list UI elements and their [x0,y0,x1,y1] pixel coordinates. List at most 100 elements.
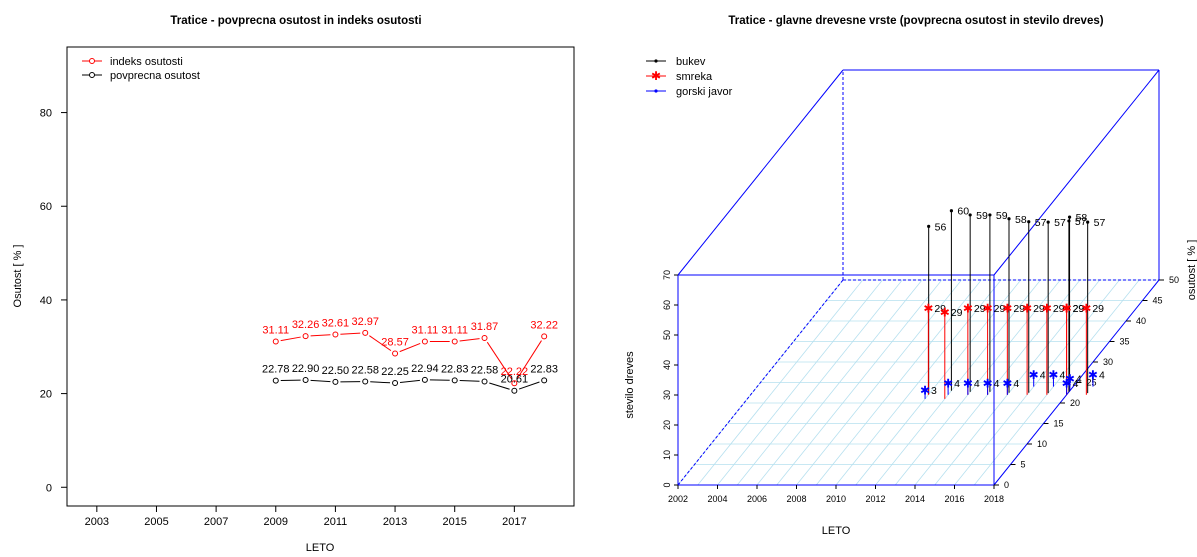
data-point [421,338,428,345]
y-axis: 0 20 40 60 80 [40,108,67,494]
legend: indeks osutosti povprecna osutost [82,56,200,82]
x-tick-label: 2017 [502,516,526,528]
y-tick-label: 20 [1070,398,1080,408]
x-tick-label: 2018 [984,494,1004,504]
plot-area [66,46,575,507]
data-point: ✱ [1081,301,1091,315]
data-point: ✱ [1088,368,1098,382]
data-label: 29 [1073,303,1085,315]
x-tick-label: 2007 [204,516,228,528]
data-label: 31.11 [262,325,289,337]
data-label: 29 [974,303,986,315]
data-point: ✱ [1065,372,1075,386]
data-point: ✱ [983,301,993,315]
box-edge [993,69,1160,276]
data-label: 32.61 [322,318,350,330]
data-label: 22.25 [381,366,409,378]
y-tick-label: 35 [1120,337,1130,347]
series-gorski-javor: ✱ 3✱ 4 ✱ 4 ✱ 4 ✱ 4✱ 4 ✱ 4✱ 4✱ 4 ✱ 4 [920,368,1105,399]
data-point [451,377,458,384]
data-label: 32.97 [351,316,379,328]
data-point [1067,215,1072,219]
data-point: ✱ [940,305,950,319]
data-label: 4 [1040,370,1046,382]
data-label: 22.90 [292,363,320,375]
data-label: 29 [934,303,946,315]
data-label: 22.94 [411,363,439,375]
data-point [949,209,953,213]
data-point [968,213,972,217]
data-label: 29 [951,307,963,319]
data-label: 31.87 [471,321,499,333]
data-point [362,378,369,385]
data-point [481,334,488,341]
data-point: ✱ [963,376,973,390]
data-label: 22.22 [501,366,529,378]
x-axis-label: LETO [306,542,335,554]
y-tick-label: 45 [1153,296,1163,306]
chart-left: Tratice - povprecna osutost in indeks os… [12,15,575,554]
x-tick-label: 2006 [747,494,767,504]
series-segment [459,338,480,342]
data-label: 4 [954,378,960,390]
data-label: 28.57 [381,336,409,348]
y-tick-label: 25 [1087,378,1097,388]
data-label: 59 [996,210,1008,222]
chart-title: Tratice - povprecna osutost in indeks os… [170,15,421,27]
x-tick-label: 2012 [865,494,885,504]
data-point: ✱ [1002,376,1012,390]
data-point [1086,220,1090,224]
z-tick-label: 70 [662,270,672,280]
data-point [541,377,548,384]
data-label: 20.61 [501,374,529,386]
data-point [332,378,339,385]
data-point [541,333,548,340]
data-label: 22.58 [351,365,379,377]
series-segment [370,381,391,384]
data-label: 22.83 [441,363,469,375]
data-point: ✱ [963,301,973,315]
data-point [302,377,309,384]
data-point [988,213,992,217]
data-label: 29 [1013,303,1025,315]
data-point [1067,219,1071,223]
legend-marker-bukev [654,59,658,63]
data-label: 29 [1053,303,1065,315]
legend-marker-povprecna [89,72,95,78]
x-tick-label: 2005 [144,516,168,528]
chart-right: Tratice - glavne drevesne vrste (povprec… [624,15,1197,537]
y-tick-label: 5 [1021,460,1026,470]
data-point [511,380,518,387]
data-label: 60 [957,206,969,218]
data-label: 57 [1054,217,1066,229]
x-tick-label: 2010 [826,494,846,504]
data-label: 31.11 [412,325,439,337]
data-label: 32.26 [292,319,320,331]
data-point: ✱ [1062,376,1072,390]
x-tick-label: 2004 [707,494,727,504]
series-segment [310,379,331,383]
data-point: ✱ [1062,301,1072,315]
y-tick-label: 10 [1037,439,1047,449]
data-label: 4 [974,378,980,390]
series-segment [399,379,420,384]
data-point [332,331,339,338]
data-label: 22.50 [322,365,350,377]
y-tick-label: 60 [40,201,52,213]
series-segment [310,334,331,337]
legend-marker-indeks [89,58,95,64]
data-point [272,338,279,345]
x-tick-label: 2002 [668,494,688,504]
data-label: 29 [994,303,1006,315]
z-tick-label: 0 [662,482,672,487]
data-point: ✱ [920,383,930,397]
y-tick-label: 80 [40,108,52,120]
series-segment [518,381,540,390]
legend-marker-smreka: ✱ [651,69,661,83]
data-label: 32.22 [530,319,558,331]
data-label: 22.58 [471,365,499,377]
data-point [511,387,518,394]
data-label: 29 [1073,303,1085,315]
chart-title: Tratice - glavne drevesne vrste (povprec… [728,15,1103,27]
